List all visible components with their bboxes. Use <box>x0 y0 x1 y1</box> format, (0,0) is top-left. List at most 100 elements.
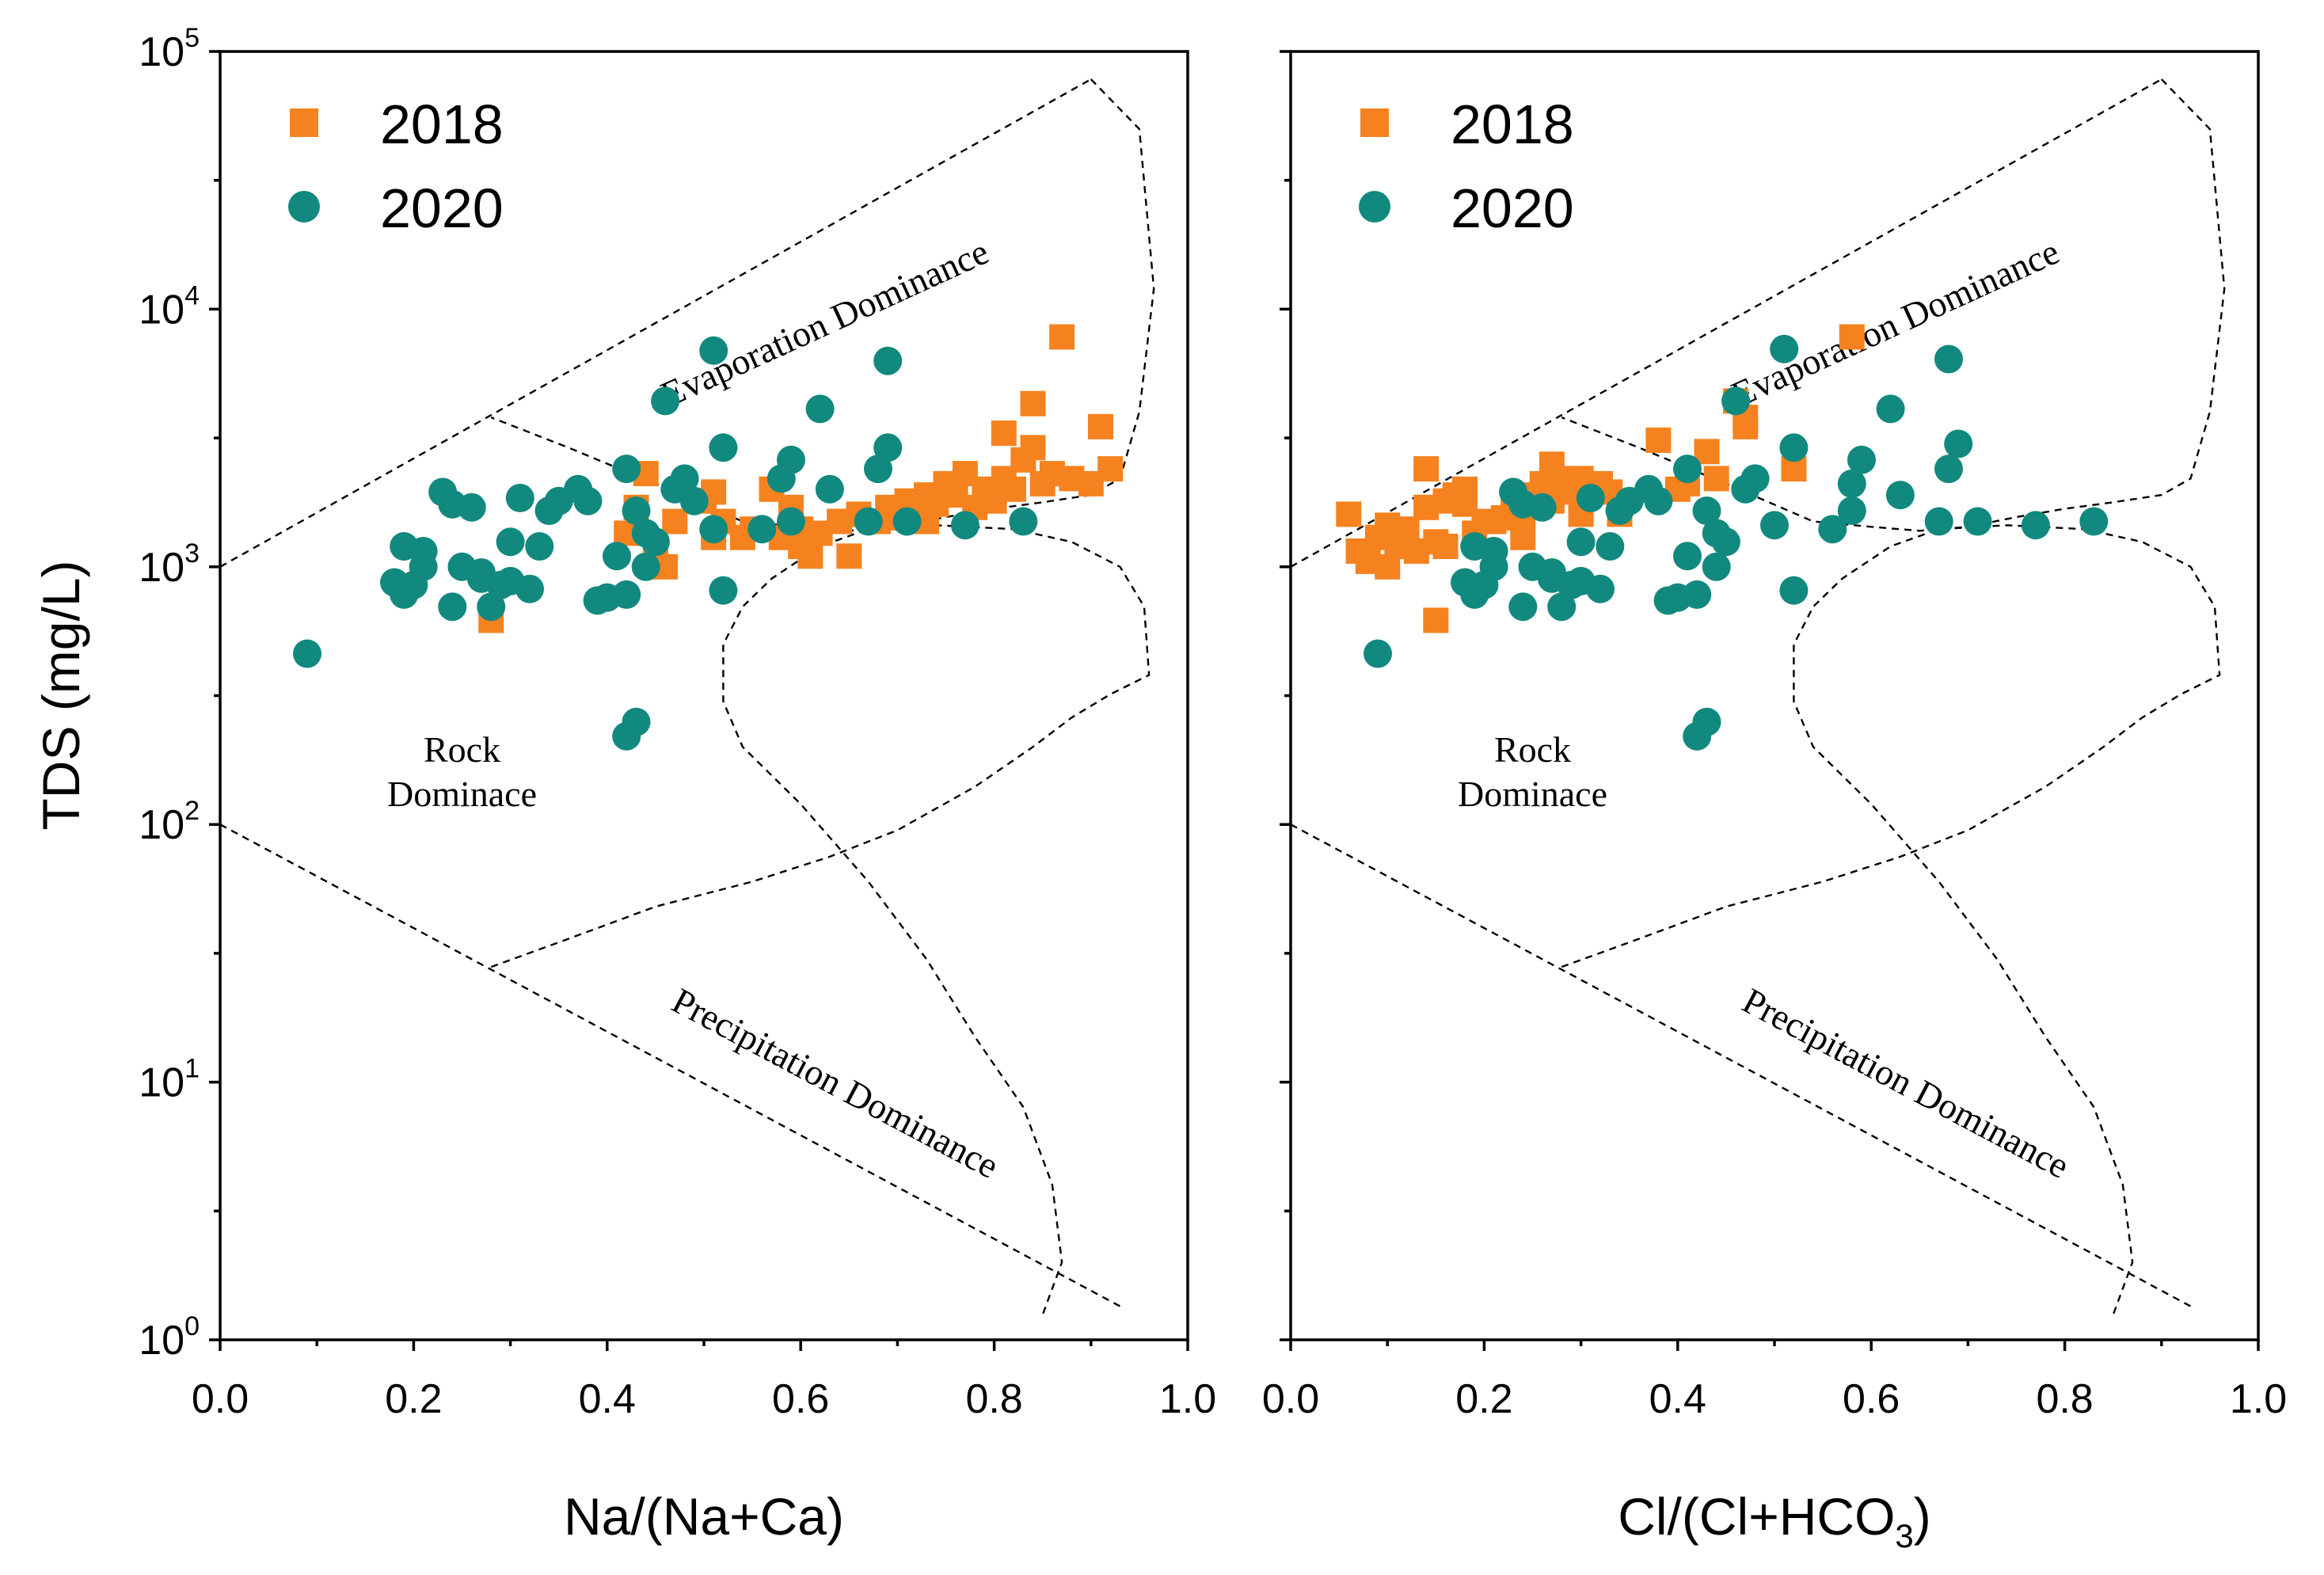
data-point-2020 <box>496 527 525 557</box>
data-point-2020 <box>612 580 641 609</box>
data-point-2020 <box>1547 592 1577 622</box>
data-point-2020 <box>1740 464 1770 493</box>
data-point-2020 <box>1508 592 1538 622</box>
data-point-2020 <box>950 511 979 540</box>
x-tick-label-right: 0.2 <box>1455 1376 1512 1422</box>
data-point-2020 <box>1009 507 1038 536</box>
data-point-2020 <box>1673 542 1702 571</box>
data-point-2018 <box>1020 390 1046 417</box>
data-point-2020 <box>293 639 321 668</box>
data-point-2020 <box>622 496 651 525</box>
data-point-2020 <box>1885 481 1915 510</box>
data-point-2020 <box>2079 507 2109 536</box>
data-point-2020 <box>864 455 892 484</box>
data-point-2018 <box>991 420 1017 447</box>
data-point-2018 <box>1336 501 1362 527</box>
data-point-2020 <box>641 527 670 557</box>
data-point-2020 <box>1596 532 1625 561</box>
data-point-2020 <box>699 515 728 544</box>
data-point-2020 <box>1837 496 1866 525</box>
x-tick-label-left: 1.0 <box>1159 1376 1216 1422</box>
rock-inner-boundary <box>490 524 1151 1315</box>
legend-label-2020: 2020 <box>1451 177 1574 239</box>
legend-right: 2018 2020 <box>1359 93 1574 239</box>
data-point-2020 <box>1683 580 1712 609</box>
legend-swatch-2020 <box>288 191 320 223</box>
x-tick-label-left: 0.0 <box>192 1376 249 1422</box>
x-tick-label-right: 1.0 <box>2230 1376 2287 1422</box>
precipitation-lower-boundary <box>219 824 1121 1307</box>
data-point-2020 <box>1779 433 1809 462</box>
y-tick-label: 100 <box>139 1311 200 1364</box>
data-point-2020 <box>1586 574 1615 603</box>
data-point-2020 <box>603 542 631 571</box>
y-tick-label: 102 <box>139 796 200 848</box>
data-point-2020 <box>1963 507 1992 536</box>
data-point-2018 <box>1510 524 1536 550</box>
data-point-2020 <box>1566 527 1596 557</box>
x-tick-label-right: 0.0 <box>1262 1376 1319 1422</box>
data-point-2020 <box>777 445 805 474</box>
data-point-2020 <box>892 507 922 536</box>
data-point-2020 <box>573 486 603 515</box>
data-point-2020 <box>612 455 641 484</box>
data-point-2020 <box>873 346 903 375</box>
data-point-2020 <box>1721 386 1751 416</box>
data-point-2020 <box>1876 394 1905 424</box>
data-point-2020 <box>805 394 835 424</box>
legend-label-2020: 2020 <box>380 177 504 239</box>
panel-right: 0.0 0.2 0.4 0.6 0.8 1.0 Cl/(Cl+HCO3) Evaporatio… <box>1262 50 2287 1554</box>
x-tick-label-left: 0.4 <box>579 1376 636 1422</box>
legend-label-2018: 2018 <box>1451 93 1574 155</box>
rock-dominance-label-line1: Rock <box>1494 729 1571 770</box>
x-axis-title-right: Cl/(Cl+HCO3) <box>1618 1487 1931 1554</box>
panel-left: 0.0 0.2 0.4 0.6 0.8 1.0 100 101 102 103 104 105 Na/(… <box>139 23 1216 1546</box>
rock-dominance-label-line1: Rock <box>424 729 500 770</box>
data-point-2020 <box>1711 527 1740 557</box>
data-point-2020 <box>457 493 486 522</box>
data-point-2020 <box>622 707 651 736</box>
data-point-2020 <box>651 386 680 416</box>
data-point-2020 <box>505 483 534 512</box>
data-point-2020 <box>1702 552 1731 581</box>
data-point-2020 <box>1770 334 1799 363</box>
data-point-2020 <box>709 433 738 462</box>
data-point-2020 <box>1527 493 1557 522</box>
y-tick-label: 104 <box>139 280 200 333</box>
x-tick-label-left: 0.2 <box>385 1376 442 1422</box>
data-point-2018 <box>1413 456 1440 482</box>
evaporation-dominance-label: Evaporation Dominance <box>1725 231 2065 415</box>
x-axis-title-left: Na/(Na+Ca) <box>564 1487 844 1546</box>
data-point-2018 <box>1088 413 1113 439</box>
legend-swatch-2018 <box>290 108 318 137</box>
data-point-2020 <box>438 592 467 622</box>
data-point-2018 <box>797 543 823 569</box>
data-point-2020 <box>631 552 660 581</box>
series-2020-right <box>1364 334 2109 751</box>
data-point-2020 <box>873 433 903 462</box>
data-point-2018 <box>1001 476 1026 502</box>
data-point-2018 <box>836 543 862 569</box>
data-point-2020 <box>699 336 728 365</box>
data-point-2020 <box>1934 344 1963 374</box>
data-point-2020 <box>747 515 777 544</box>
data-point-2020 <box>1934 455 1963 484</box>
rock-dominance-label-line2: Dominace <box>387 774 537 814</box>
data-point-2020 <box>1576 483 1605 512</box>
legend-swatch-2020 <box>1359 191 1390 223</box>
legend-left: 2018 2020 <box>288 93 504 239</box>
data-point-2020 <box>1818 515 1847 544</box>
plot-frame-left <box>219 50 1189 1341</box>
legend-label-2018: 2018 <box>380 93 504 155</box>
evaporation-inner-boundary <box>1561 78 2226 532</box>
data-point-2020 <box>1944 429 1973 458</box>
precipitation-lower-boundary <box>1290 824 2192 1307</box>
data-point-2020 <box>1779 576 1809 605</box>
data-point-2020 <box>670 464 699 493</box>
data-point-2018 <box>1645 427 1672 453</box>
x-tick-label-left: 0.6 <box>772 1376 829 1422</box>
data-point-2020 <box>854 507 883 536</box>
data-point-2020 <box>777 507 805 536</box>
y-tick-label: 105 <box>139 23 200 75</box>
